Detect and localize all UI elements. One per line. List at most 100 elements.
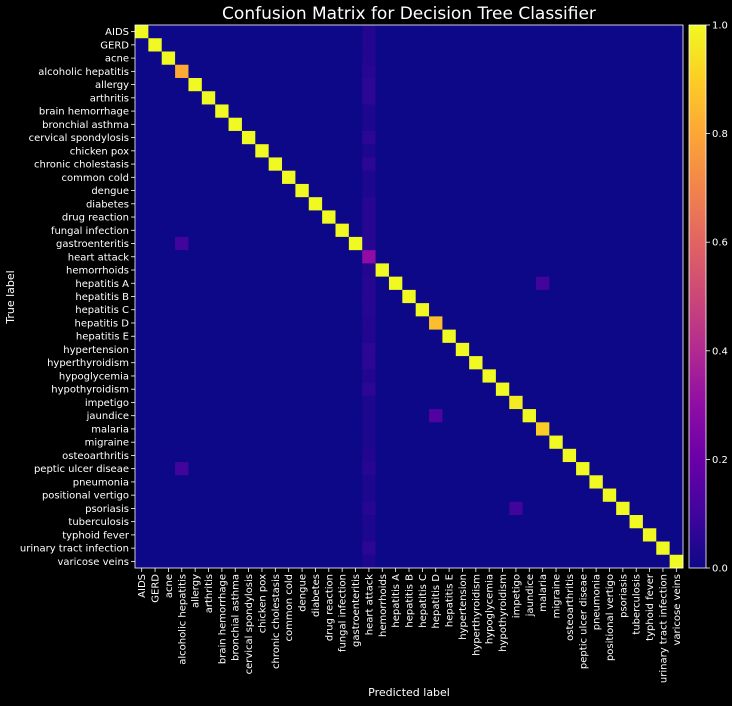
heatmap-cell (161, 448, 176, 463)
heatmap-cell (282, 51, 296, 66)
heatmap-cell (268, 382, 283, 397)
heatmap-cell (455, 197, 470, 211)
heatmap-cell (442, 289, 457, 304)
heatmap-cell (656, 515, 670, 529)
heatmap-cell (348, 25, 363, 39)
heatmap-cell (589, 25, 604, 39)
heatmap-cell (322, 329, 336, 344)
heatmap-cell (295, 38, 310, 52)
heatmap-cell (469, 157, 483, 172)
x-tick-label: hepatitis A (391, 574, 402, 628)
heatmap-cell (348, 554, 363, 569)
heatmap-cell (642, 316, 657, 330)
heatmap-cell (469, 250, 483, 264)
heatmap-cell (241, 51, 256, 66)
heatmap-cell (308, 183, 323, 198)
heatmap-cell (442, 117, 457, 132)
heatmap-cell (629, 91, 644, 105)
heatmap-cell (402, 104, 417, 119)
heatmap-cell (388, 276, 403, 291)
x-tick-label: cervical spondylosis (244, 574, 255, 674)
heatmap-cell (402, 409, 417, 423)
heatmap-cell (241, 183, 256, 198)
heatmap-cell (669, 462, 684, 476)
heatmap-cell (308, 263, 323, 277)
heatmap-cell (295, 422, 310, 436)
heatmap-cell (642, 541, 657, 556)
heatmap-cell (241, 488, 256, 503)
heatmap-cell (255, 77, 270, 92)
heatmap-cell (375, 210, 390, 224)
heatmap-cell (616, 51, 630, 66)
heatmap-cell (148, 501, 163, 516)
heatmap-cell (602, 223, 617, 238)
heatmap-cell (642, 130, 657, 145)
heatmap-cell (549, 64, 564, 79)
heatmap-cell (188, 276, 203, 291)
heatmap-cell (602, 528, 617, 542)
heatmap-cell (148, 554, 163, 569)
heatmap-cell (228, 528, 243, 542)
heatmap-cell (188, 289, 203, 304)
heatmap-cell (388, 77, 403, 92)
heatmap-cell (241, 223, 256, 238)
heatmap-cell (161, 488, 176, 503)
heatmap-cell (295, 144, 310, 158)
heatmap-cell (161, 117, 176, 132)
heatmap-cell (602, 382, 617, 397)
heatmap-cell (161, 422, 176, 436)
heatmap-cell (135, 223, 149, 238)
heatmap-cell (295, 236, 310, 251)
y-tick-label: hemorrhoids (66, 266, 129, 277)
heatmap-cell (228, 435, 243, 450)
heatmap-cell (308, 435, 323, 450)
heatmap-cell (282, 117, 296, 132)
heatmap-cell (241, 501, 256, 516)
heatmap-cell (161, 329, 176, 344)
heatmap-cell (241, 462, 256, 476)
heatmap-cell (576, 170, 590, 185)
heatmap-cell (175, 236, 189, 251)
heatmap-cell (535, 104, 550, 119)
heatmap-cell (282, 342, 296, 357)
heatmap-cell (295, 501, 310, 516)
heatmap-cell (215, 422, 229, 436)
heatmap-cell (335, 170, 350, 185)
heatmap-cell (589, 462, 604, 476)
heatmap-cell (629, 382, 644, 397)
heatmap-cell (415, 356, 430, 370)
heatmap-cell (308, 223, 323, 238)
colorbar-tick-label: 0.4 (712, 346, 728, 357)
heatmap-cell (535, 369, 550, 383)
heatmap-cell (362, 515, 376, 529)
heatmap-cell (215, 329, 229, 344)
heatmap-cell (642, 329, 657, 344)
heatmap-cell (335, 303, 350, 317)
heatmap-cell (669, 356, 684, 370)
heatmap-cell (602, 435, 617, 450)
heatmap-cell (375, 197, 390, 211)
heatmap-cell (562, 104, 577, 119)
heatmap-cell (535, 289, 550, 304)
heatmap-cell (335, 25, 350, 39)
heatmap-cell (388, 448, 403, 463)
heatmap-cell (602, 329, 617, 344)
heatmap-cell (388, 342, 403, 357)
heatmap-cell (375, 448, 390, 463)
heatmap-cell (295, 170, 310, 185)
heatmap-cell (616, 528, 630, 542)
heatmap-cell (442, 276, 457, 291)
y-tick-label: osteoarthritis (62, 451, 129, 462)
heatmap-cell (669, 382, 684, 397)
heatmap-cell (308, 157, 323, 172)
heatmap-cell (241, 541, 256, 556)
heatmap-cell (215, 144, 229, 158)
heatmap-cell (549, 130, 564, 145)
heatmap-cell (535, 528, 550, 542)
heatmap-cell (589, 528, 604, 542)
heatmap-cell (268, 316, 283, 330)
heatmap-cell (161, 369, 176, 383)
heatmap-cell (388, 422, 403, 436)
heatmap-cell (335, 38, 350, 52)
heatmap-cell (495, 541, 510, 556)
